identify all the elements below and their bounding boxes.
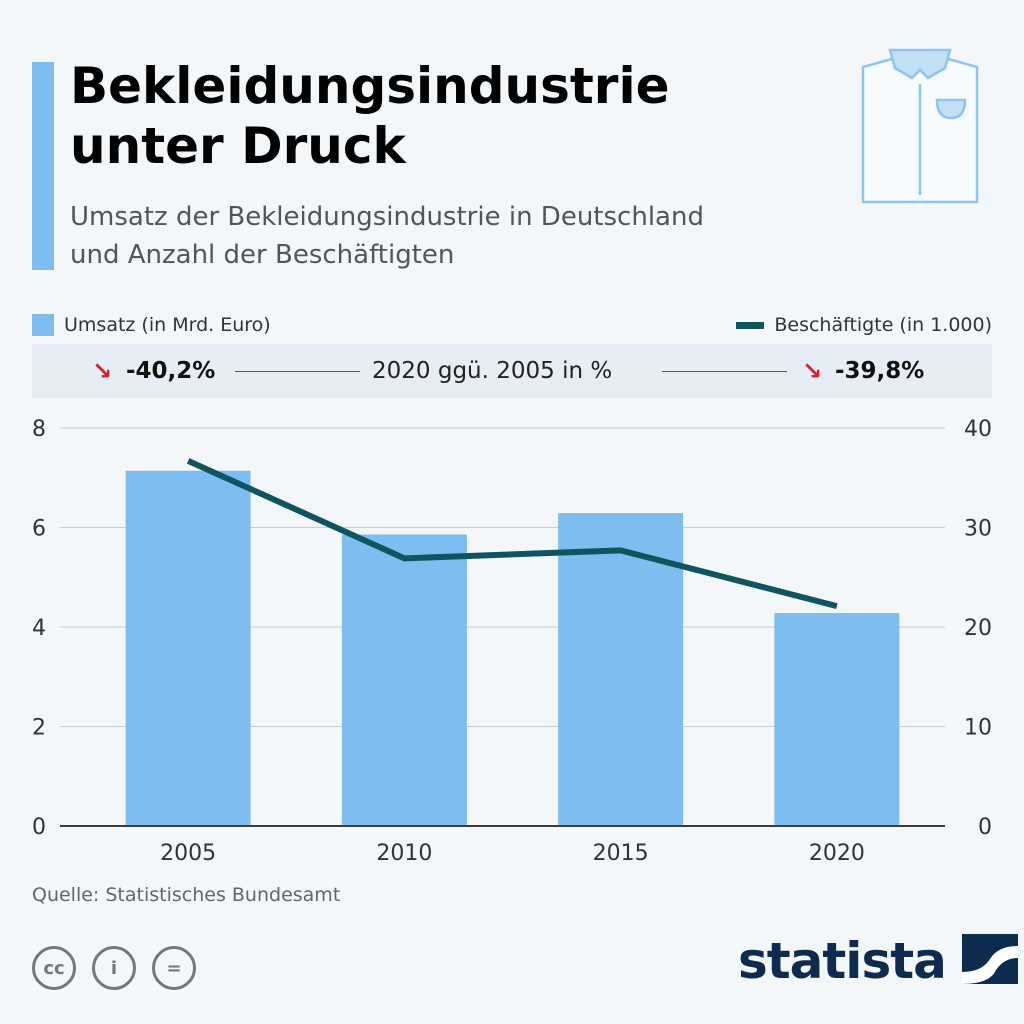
legend-line-label: Beschäftigte (in 1.000): [774, 314, 992, 336]
shirt-icon: [861, 48, 979, 204]
chart: 0 2 4 6 8 0 10 20 30 40 2005 2010 2015 2020: [32, 417, 992, 866]
page-title: Bekleidungsindustrie unter Druck: [70, 57, 670, 175]
x-tick: 2010: [376, 841, 432, 866]
x-tick: 2020: [809, 841, 865, 866]
bar-2010: [341, 534, 467, 826]
y-right-tick: 40: [964, 417, 992, 442]
accent-bar: [32, 62, 54, 270]
divider: [235, 371, 360, 372]
line-swatch: [736, 321, 765, 329]
bar-swatch: [32, 314, 54, 336]
y-left-tick: 2: [32, 716, 46, 741]
y-left-tick: 8: [32, 417, 46, 442]
legend-bar-label: Umsatz (in Mrd. Euro): [64, 314, 271, 336]
bar-2005: [125, 470, 251, 826]
comparison-band: ↘ -40,2% 2020 ggü. 2005 in % ↘ -39,8%: [32, 344, 992, 398]
x-tick: 2015: [593, 841, 649, 866]
employees-line: [186, 458, 838, 610]
y-right-tick: 10: [964, 716, 992, 741]
arrow-down-right-icon: ↘: [92, 357, 113, 385]
umsatz-change: -40,2%: [126, 358, 216, 384]
y-left-tick: 4: [32, 616, 46, 641]
y-right-tick: 20: [964, 616, 992, 641]
cc-icon[interactable]: cc: [32, 946, 76, 990]
subtitle: Umsatz der Bekleidungsindustrie in Deuts…: [70, 202, 704, 270]
y-left-tick: 0: [32, 815, 46, 840]
legend-bar: Umsatz (in Mrd. Euro): [32, 314, 271, 336]
statista-logo[interactable]: statista: [738, 932, 1019, 990]
comparison-label: 2020 ggü. 2005 in %: [372, 358, 613, 384]
employees-change: -39,8%: [835, 358, 925, 384]
statista-mark-icon: [962, 934, 1019, 984]
bar-2015: [558, 513, 684, 826]
y-right-tick: 30: [964, 517, 992, 542]
noderivs-icon[interactable]: =: [152, 946, 196, 990]
arrow-down-right-icon: ↘: [802, 357, 823, 385]
attribution-icon[interactable]: i: [92, 946, 136, 990]
y-right-tick: 0: [978, 815, 992, 840]
bar-2020: [774, 613, 900, 826]
x-tick: 2005: [160, 841, 216, 866]
y-left-tick: 6: [32, 517, 46, 542]
legend-line: Beschäftigte (in 1.000): [736, 314, 992, 336]
divider: [662, 371, 787, 372]
source: Quelle: Statistisches Bundesamt: [32, 884, 341, 906]
